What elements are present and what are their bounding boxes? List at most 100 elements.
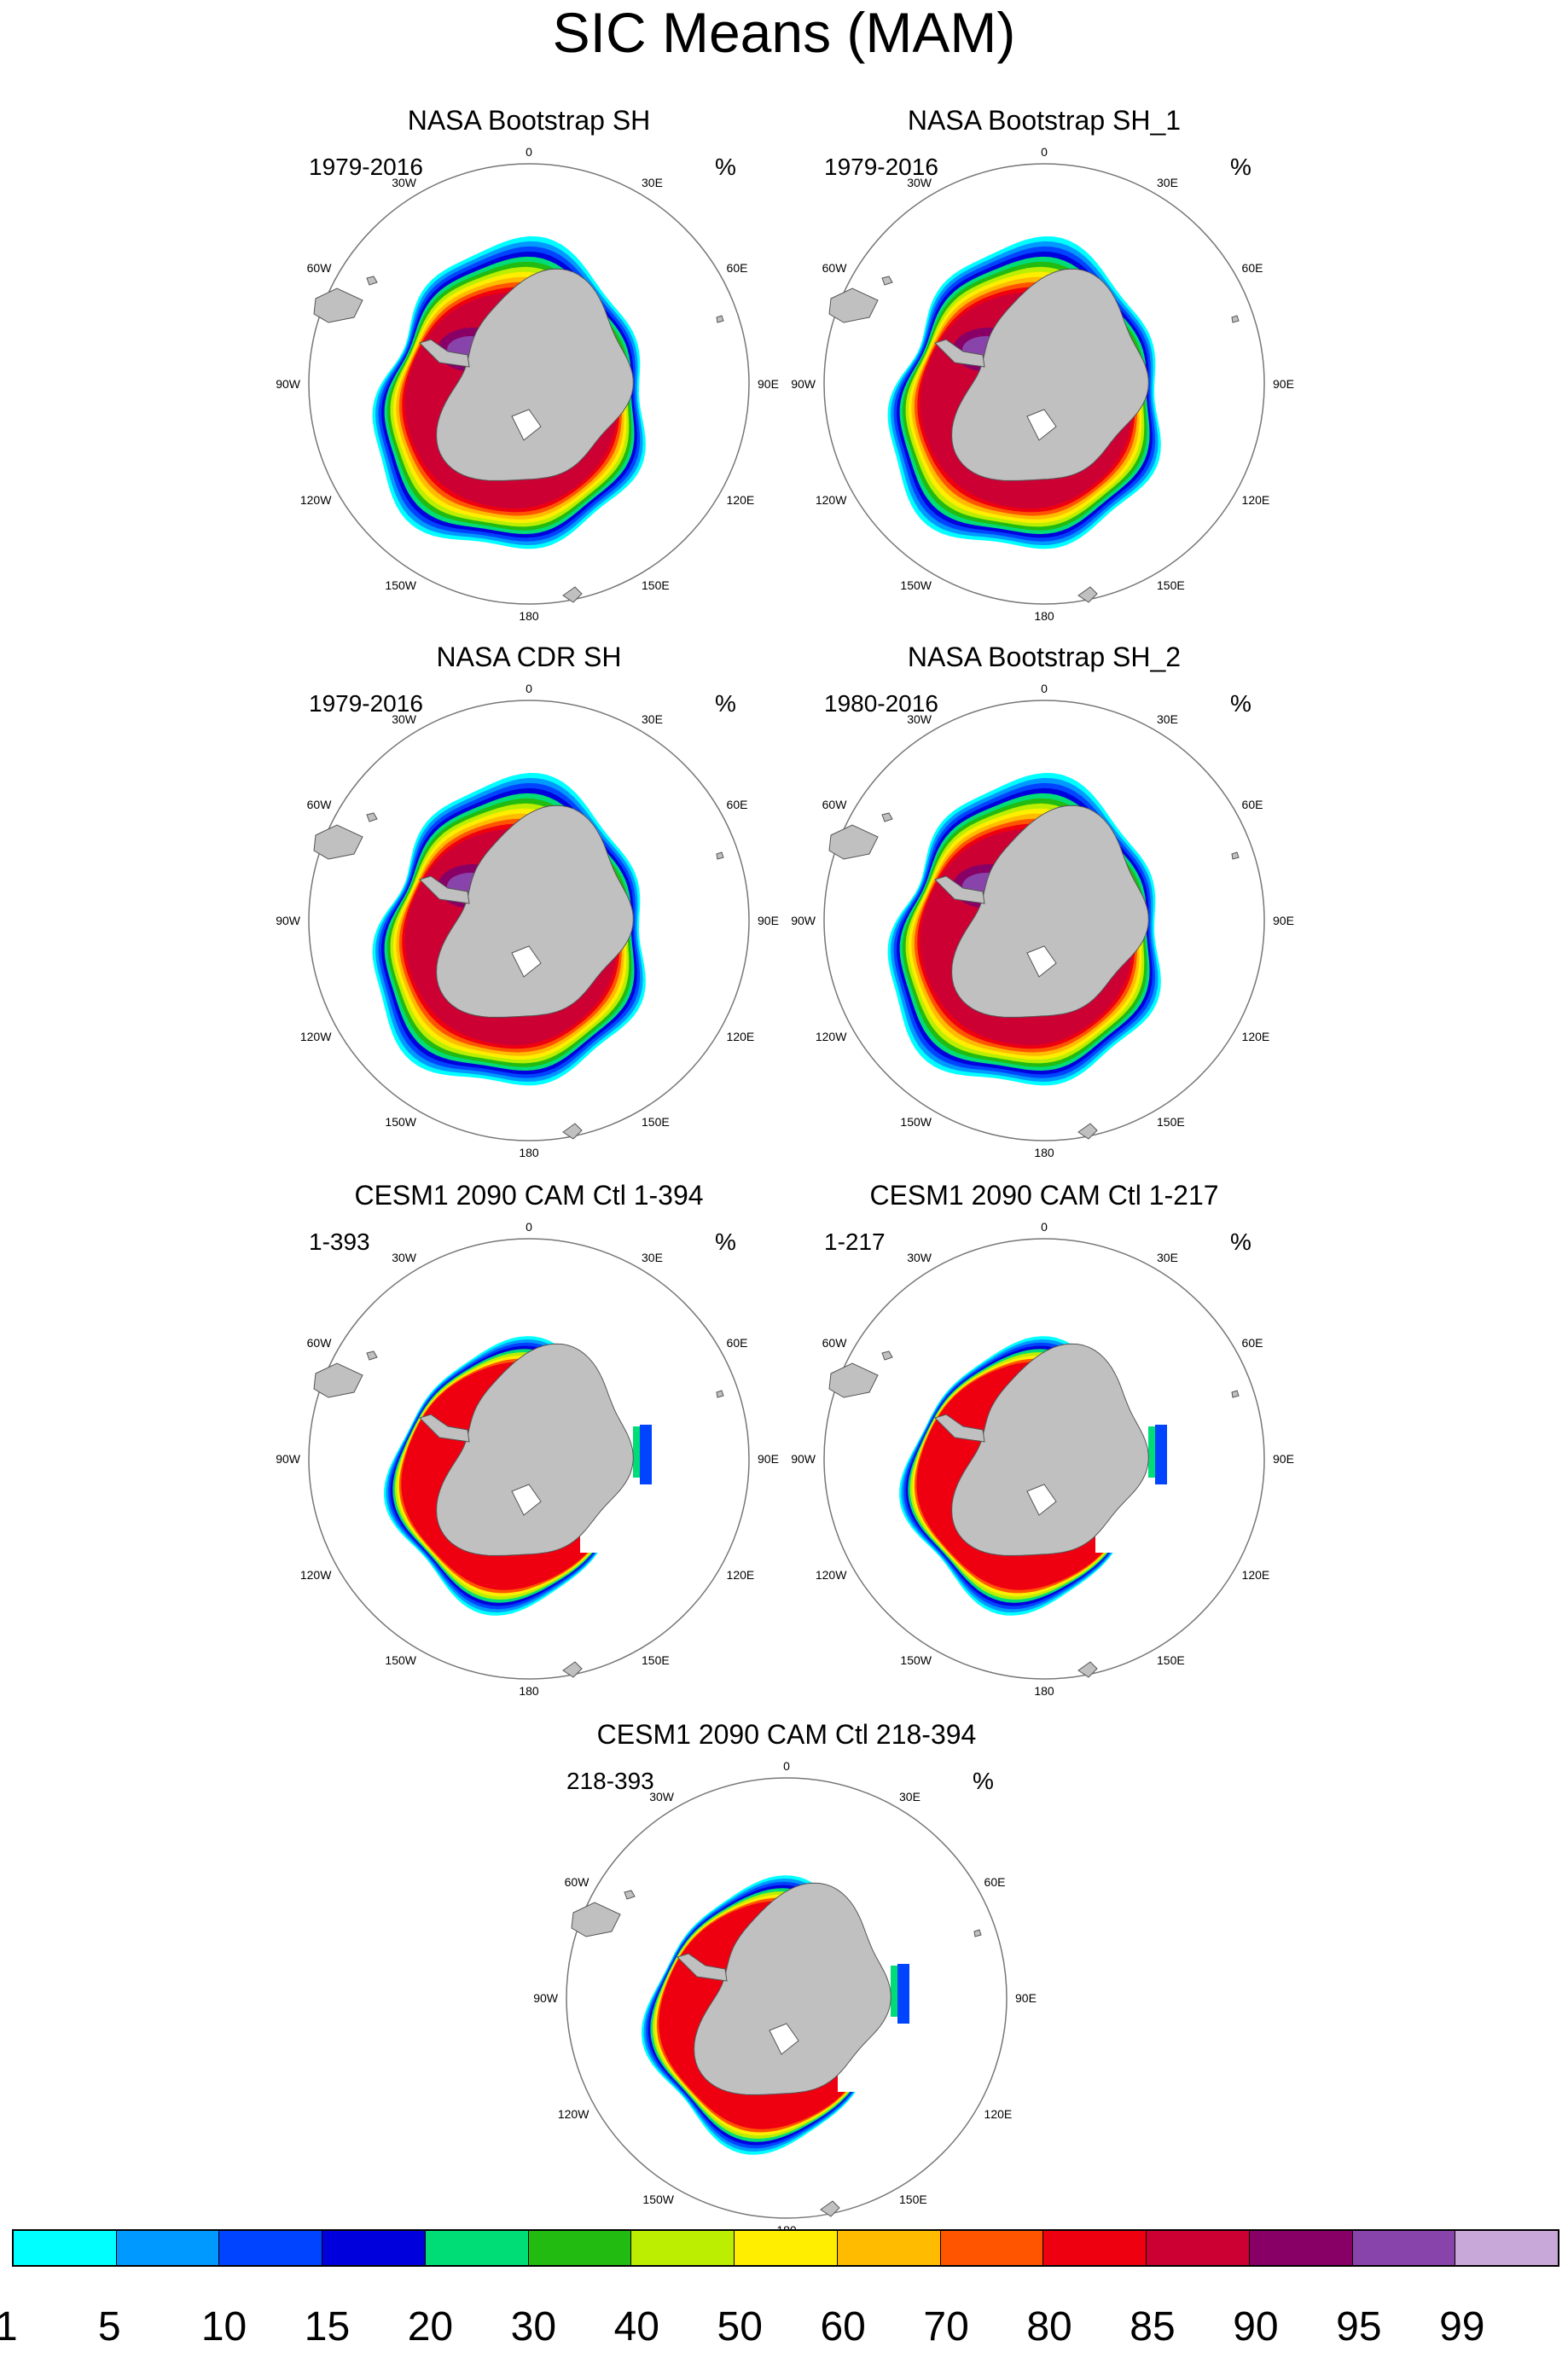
longitude-label: 0 — [1041, 145, 1048, 159]
panel-unit: % — [1230, 690, 1251, 717]
longitude-label: 120W — [299, 1030, 332, 1043]
longitude-label: 30E — [642, 1251, 663, 1265]
longitude-label: 0 — [1041, 1220, 1048, 1234]
longitude-label: 60E — [984, 1875, 1006, 1889]
panel-unit: % — [715, 154, 736, 180]
new-zealand-tip — [1077, 1123, 1098, 1140]
island — [624, 1890, 636, 1900]
longitude-label: 60E — [1241, 1336, 1263, 1350]
south-america-tip — [313, 288, 363, 323]
antarctic-peninsula — [419, 1414, 470, 1443]
colorbar-swatch — [115, 2231, 219, 2265]
island — [881, 276, 893, 286]
colorbar-swatch — [630, 2231, 735, 2265]
colorbar-label: 40 — [613, 2304, 659, 2349]
longitude-label: 90W — [276, 377, 300, 391]
island — [716, 315, 724, 323]
longitude-label: 60W — [822, 798, 847, 811]
island — [366, 812, 378, 822]
longitude-label: 120W — [557, 2107, 589, 2121]
ice-fragment — [897, 1964, 909, 2024]
longitude-label: 30E — [1157, 712, 1178, 727]
island — [973, 1929, 982, 1937]
antarctic-peninsula — [419, 339, 470, 368]
ross-ice-shelf — [1026, 409, 1057, 441]
antarctica-landmass — [951, 804, 1149, 1018]
colorbar-label: 80 — [1026, 2304, 1072, 2349]
antarctic-peninsula — [934, 339, 985, 368]
longitude-label: 0 — [783, 1759, 790, 1773]
panel-period: 1980-2016 — [824, 690, 938, 717]
longitude-label: 150E — [899, 2192, 927, 2206]
island — [366, 1350, 378, 1361]
longitude-label: 30W — [649, 1790, 674, 1804]
colorbar-label: 15 — [304, 2304, 351, 2349]
longitude-label: 90E — [1273, 1452, 1294, 1466]
colorbar-label: 10 — [200, 2304, 247, 2349]
colorbar-label: 50 — [717, 2304, 763, 2349]
antarctic-peninsula — [419, 875, 470, 904]
panel-period: 1-217 — [824, 1228, 886, 1255]
colorbar-label: 90 — [1233, 2304, 1279, 2349]
longitude-label: 30E — [642, 176, 663, 190]
south-america-tip — [313, 824, 363, 860]
colorbar — [12, 2229, 1559, 2267]
island — [1231, 851, 1240, 860]
south-america-tip — [828, 824, 879, 860]
longitude-label: 120W — [815, 1568, 847, 1582]
south-america-tip — [828, 288, 879, 323]
longitude-label: 90E — [758, 377, 779, 391]
longitude-label: 120W — [299, 493, 332, 507]
ross-ice-shelf — [511, 945, 542, 978]
colorbar-swatch — [1248, 2231, 1352, 2265]
panel-period: 1979-2016 — [824, 154, 938, 180]
longitude-label: 30E — [899, 1790, 920, 1804]
south-america-tip — [313, 1362, 363, 1398]
colorbar-label: 20 — [407, 2304, 454, 2349]
longitude-label: 150W — [642, 2192, 674, 2206]
longitude-label: 180 — [519, 1146, 539, 1159]
colorbar-swatch — [424, 2231, 528, 2265]
colorbar-swatch — [322, 2231, 425, 2265]
longitude-label: 30W — [392, 712, 416, 727]
ross-ice-shelf — [1026, 945, 1057, 978]
new-zealand-tip — [562, 1661, 583, 1678]
panel-unit: % — [715, 1228, 736, 1255]
colorbar-label: 60 — [820, 2304, 866, 2349]
panel-period: 1979-2016 — [309, 154, 423, 180]
polar-map — [308, 163, 750, 605]
south-america-tip — [571, 1902, 621, 1937]
longitude-label: 90E — [758, 914, 779, 927]
new-zealand-tip — [562, 586, 583, 603]
colorbar-swatch — [14, 2231, 116, 2265]
island — [881, 1350, 893, 1361]
longitude-label: 120E — [726, 1030, 755, 1043]
longitude-label: 150E — [642, 1652, 670, 1667]
antarctica-landmass — [436, 268, 634, 481]
island — [1231, 1390, 1240, 1398]
colorbar-swatch — [1146, 2231, 1249, 2265]
longitude-label: 60W — [306, 1336, 332, 1350]
longitude-label: 90E — [1273, 914, 1294, 927]
new-zealand-tip — [1077, 586, 1098, 603]
longitude-label: 150W — [385, 578, 416, 592]
colorbar-label: 30 — [510, 2304, 557, 2349]
island — [881, 812, 893, 822]
longitude-label: 90W — [276, 914, 300, 927]
colorbar-label: 99 — [1439, 2304, 1485, 2349]
longitude-label: 60W — [564, 1875, 589, 1889]
longitude-label: 90W — [276, 1452, 300, 1466]
panel-period: 1979-2016 — [309, 690, 423, 717]
ross-ice-shelf — [511, 1484, 542, 1516]
longitude-label: 120E — [1241, 1568, 1270, 1582]
colorbar-swatch — [218, 2231, 322, 2265]
longitude-label: 150W — [900, 1652, 932, 1667]
panel-title: CESM1 2090 CAM Ctl 218-394 — [596, 1719, 977, 1750]
longitude-label: 120W — [815, 1030, 847, 1043]
longitude-label: 30W — [907, 1251, 932, 1265]
polar-map — [823, 700, 1265, 1141]
antarctica-landmass — [694, 1882, 891, 2095]
ross-ice-shelf — [1026, 1484, 1057, 1516]
colorbar-label: 1 — [0, 2304, 18, 2349]
island — [716, 1390, 724, 1398]
